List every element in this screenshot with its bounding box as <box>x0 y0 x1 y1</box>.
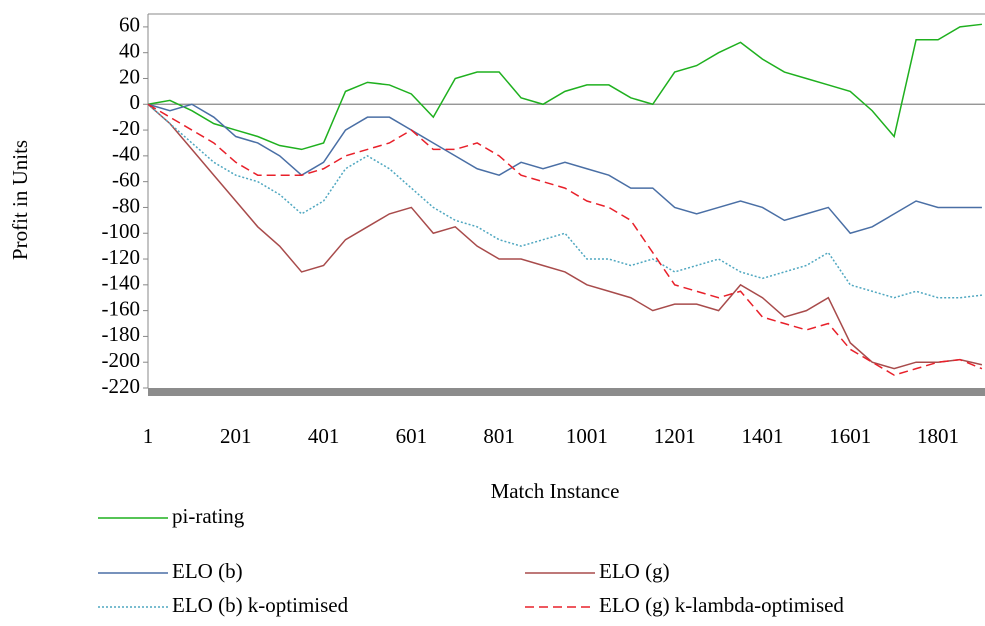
x-tick-label: 1401 <box>741 424 783 448</box>
y-tick-label: -80 <box>112 193 140 217</box>
y-tick-label: -20 <box>112 116 140 140</box>
x-tick-label: 1801 <box>917 424 959 448</box>
y-tick-label: -180 <box>102 322 141 346</box>
legend-label: pi-rating <box>172 504 245 528</box>
legend-label: ELO (b) <box>172 559 243 583</box>
y-tick-label: 60 <box>119 13 140 37</box>
x-axis-title: Match Instance <box>491 479 620 503</box>
legend-label: ELO (g) <box>599 559 670 583</box>
y-tick-label: 40 <box>119 39 140 63</box>
series-line <box>147 103 983 376</box>
x-tick-label: 801 <box>483 424 515 448</box>
y-tick-label: -220 <box>102 374 141 398</box>
series-line <box>147 23 983 151</box>
x-tick-label: 1 <box>143 424 154 448</box>
series-line <box>147 103 983 299</box>
x-tick-label: 401 <box>308 424 340 448</box>
x-tick-label: 1001 <box>566 424 608 448</box>
y-tick-label: 0 <box>130 90 141 114</box>
y-tick-label: -200 <box>102 348 141 372</box>
y-tick-label: -140 <box>102 271 141 295</box>
x-tick-label: 1601 <box>829 424 871 448</box>
x-tick-label: 201 <box>220 424 252 448</box>
series-line <box>147 103 983 370</box>
x-tick-label: 601 <box>396 424 428 448</box>
y-tick-label: -120 <box>102 245 141 269</box>
legend-label: ELO (g) k-lambda-optimised <box>599 593 844 617</box>
y-axis-title: Profit in Units <box>8 140 32 260</box>
y-tick-label: 20 <box>119 64 140 88</box>
y-tick-label: -160 <box>102 296 141 320</box>
y-tick-label: -60 <box>112 167 140 191</box>
y-tick-label: -100 <box>102 219 141 243</box>
x-tick-label: 1201 <box>654 424 696 448</box>
legend-label: ELO (b) k-optimised <box>172 593 349 617</box>
x-axis-bar <box>148 388 985 396</box>
series-line <box>147 103 982 235</box>
y-tick-label: -40 <box>112 142 140 166</box>
